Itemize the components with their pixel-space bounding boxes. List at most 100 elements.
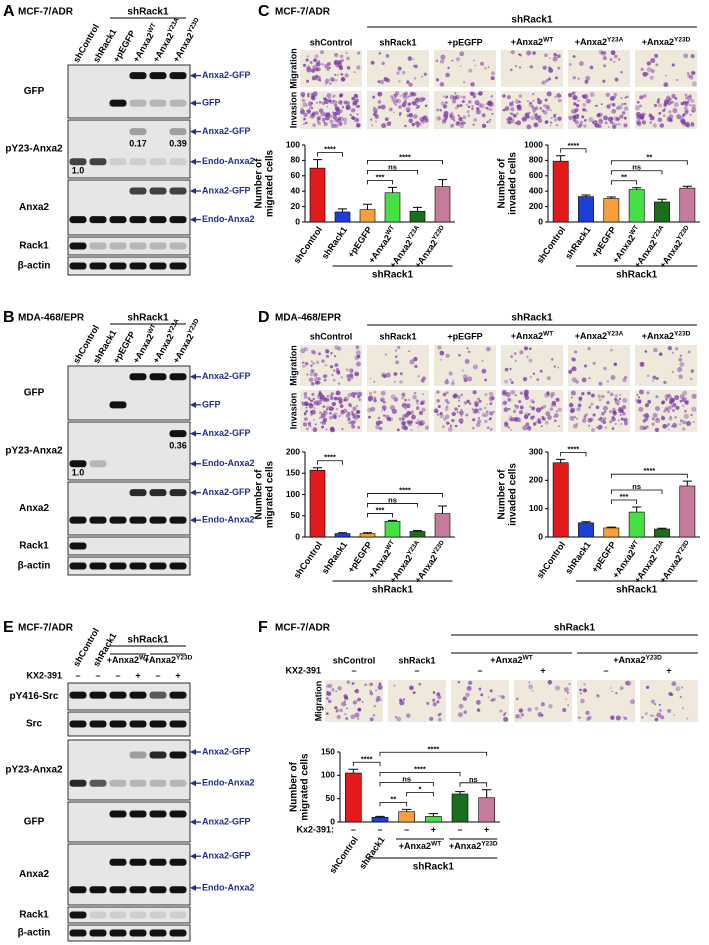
significance-bracket [610, 473, 688, 479]
cell [609, 96, 615, 101]
cell [396, 101, 398, 103]
cell [382, 414, 386, 417]
band [169, 858, 187, 866]
cell [639, 425, 645, 431]
arrow-head [190, 489, 196, 496]
cell [503, 716, 509, 722]
cell [456, 104, 460, 108]
cell [638, 389, 644, 395]
panel-title: MCF-7/ADR [18, 623, 74, 634]
cell [548, 57, 551, 60]
cell [372, 107, 378, 113]
cell [490, 76, 495, 81]
cell [328, 699, 332, 704]
cell [313, 400, 319, 406]
cell [394, 380, 396, 383]
cell [654, 53, 659, 58]
cell [550, 395, 554, 399]
significance-label: **** [427, 744, 439, 753]
cell [335, 110, 341, 116]
cell [452, 394, 457, 399]
cell [683, 106, 688, 111]
cell [598, 398, 602, 402]
cell [617, 122, 621, 126]
arrow-label: Anxa2-GFP [202, 126, 251, 136]
cell [555, 409, 559, 413]
cell [424, 118, 429, 123]
cell [371, 124, 374, 127]
cell [460, 104, 462, 106]
cell [637, 399, 642, 404]
cell [661, 400, 666, 404]
cell [416, 402, 419, 406]
cell [456, 395, 461, 400]
cell [603, 115, 608, 121]
cell [321, 425, 325, 429]
bar [359, 533, 376, 538]
cell [571, 366, 577, 372]
cell [474, 403, 479, 408]
cell [468, 68, 473, 73]
cell [649, 121, 652, 124]
cell [315, 360, 320, 365]
kx-sign: + [135, 670, 140, 680]
arrow-label: Endo-Anxa2 [202, 515, 255, 525]
error-bar [438, 179, 447, 187]
cell [509, 378, 512, 381]
cell [351, 116, 355, 120]
cell [483, 419, 488, 424]
cell [306, 79, 309, 83]
panel-title: MDA-468/EPR [18, 313, 85, 324]
cell [309, 402, 313, 406]
cell [626, 680, 632, 686]
cell [405, 403, 411, 409]
significance-label: ns [632, 482, 641, 491]
cell [636, 121, 642, 127]
cell [504, 379, 509, 384]
cell [658, 103, 662, 108]
band [149, 72, 167, 80]
cell [321, 420, 327, 425]
cell [523, 389, 529, 395]
row-label: Src [26, 719, 43, 730]
cell [655, 395, 659, 399]
kx-label: Kx2-391: [296, 824, 334, 834]
cell [348, 421, 351, 424]
cell [659, 123, 665, 128]
significance-label: **** [324, 453, 336, 462]
cell [404, 398, 408, 402]
cell [311, 112, 315, 117]
cell [540, 714, 544, 717]
cell [311, 75, 317, 81]
cell [683, 413, 689, 419]
cell [424, 425, 430, 430]
blot-strip [67, 119, 191, 179]
band [89, 516, 107, 524]
row-label: Anxa2 [19, 503, 49, 514]
cell [377, 100, 382, 104]
cell [618, 397, 622, 401]
cell [445, 72, 450, 78]
significance-label: *** [376, 172, 385, 181]
cell [573, 102, 577, 106]
significance-label: *** [376, 505, 385, 514]
panel-letter: A [3, 3, 15, 20]
cell [545, 104, 550, 110]
cell [458, 418, 464, 424]
column-label: shControl [310, 331, 353, 341]
cell [329, 426, 335, 432]
panel-letter: B [3, 309, 15, 326]
cell [611, 108, 617, 114]
cell [373, 398, 377, 403]
row-label: GFP [24, 388, 45, 399]
cell [504, 421, 508, 425]
y-tick-label: 0 [538, 216, 543, 226]
cell [487, 100, 493, 106]
cell [302, 63, 306, 67]
cell [326, 684, 330, 689]
cell [444, 379, 449, 385]
cell [541, 80, 546, 85]
cell [385, 414, 390, 419]
cell [314, 111, 319, 115]
cell [454, 424, 458, 428]
